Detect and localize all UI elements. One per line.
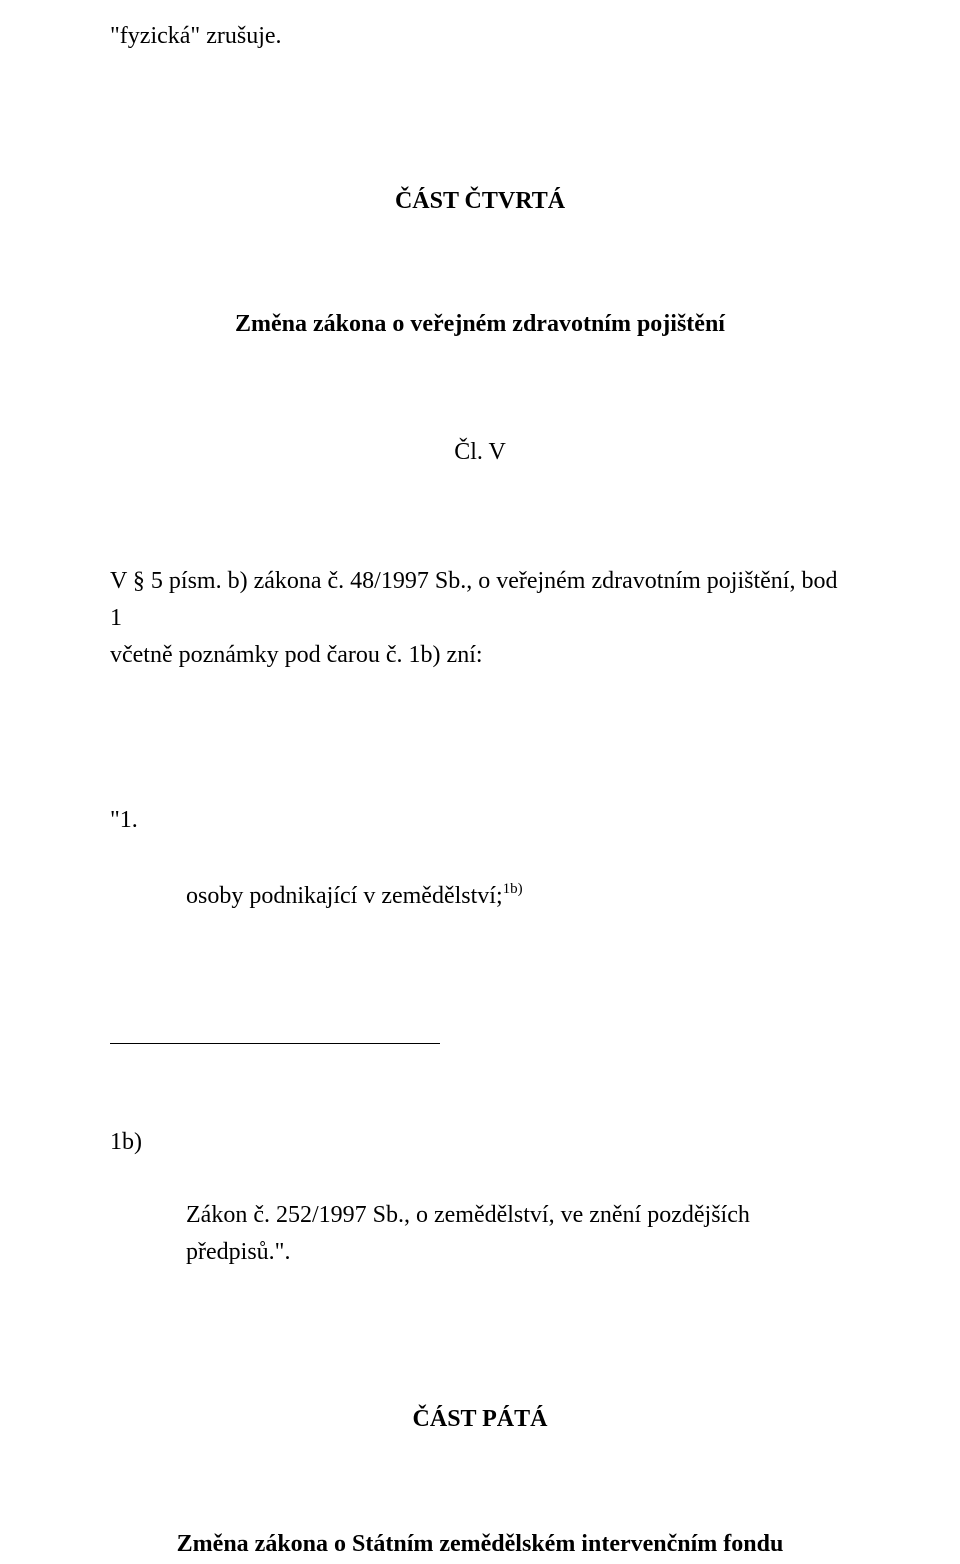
quote-body: osoby podnikající v zemědělství;1b) bbox=[110, 878, 850, 915]
part5-title: Změna zákona o Státním zemědělském inter… bbox=[110, 1526, 850, 1563]
page: "fyzická" zrušuje. ČÁST ČTVRTÁ Změna zák… bbox=[0, 0, 960, 1564]
part4-article: Čl. V bbox=[110, 434, 850, 471]
footnote-text: Zákon č. 252/1997 Sb., o zemědělství, ve… bbox=[110, 1197, 850, 1271]
footnote-rule bbox=[110, 1043, 440, 1044]
quote-text: osoby podnikající v zemědělství; bbox=[186, 883, 503, 909]
body-para-line2: včetně poznámky pod čarou č. 1b) zní: bbox=[110, 637, 850, 674]
quote-sup: 1b) bbox=[503, 881, 523, 897]
intro-line: "fyzická" zrušuje. bbox=[110, 18, 850, 55]
quote-intro: "1. bbox=[110, 802, 850, 839]
part4-heading: ČÁST ČTVRTÁ bbox=[110, 183, 850, 220]
body-para-line1: V § 5 písm. b) zákona č. 48/1997 Sb., o … bbox=[110, 563, 850, 637]
part4-title: Změna zákona o veřejném zdravotním pojiš… bbox=[110, 306, 850, 343]
footnote-label: 1b) bbox=[110, 1124, 850, 1161]
part5-heading: ČÁST PÁTÁ bbox=[110, 1401, 850, 1438]
